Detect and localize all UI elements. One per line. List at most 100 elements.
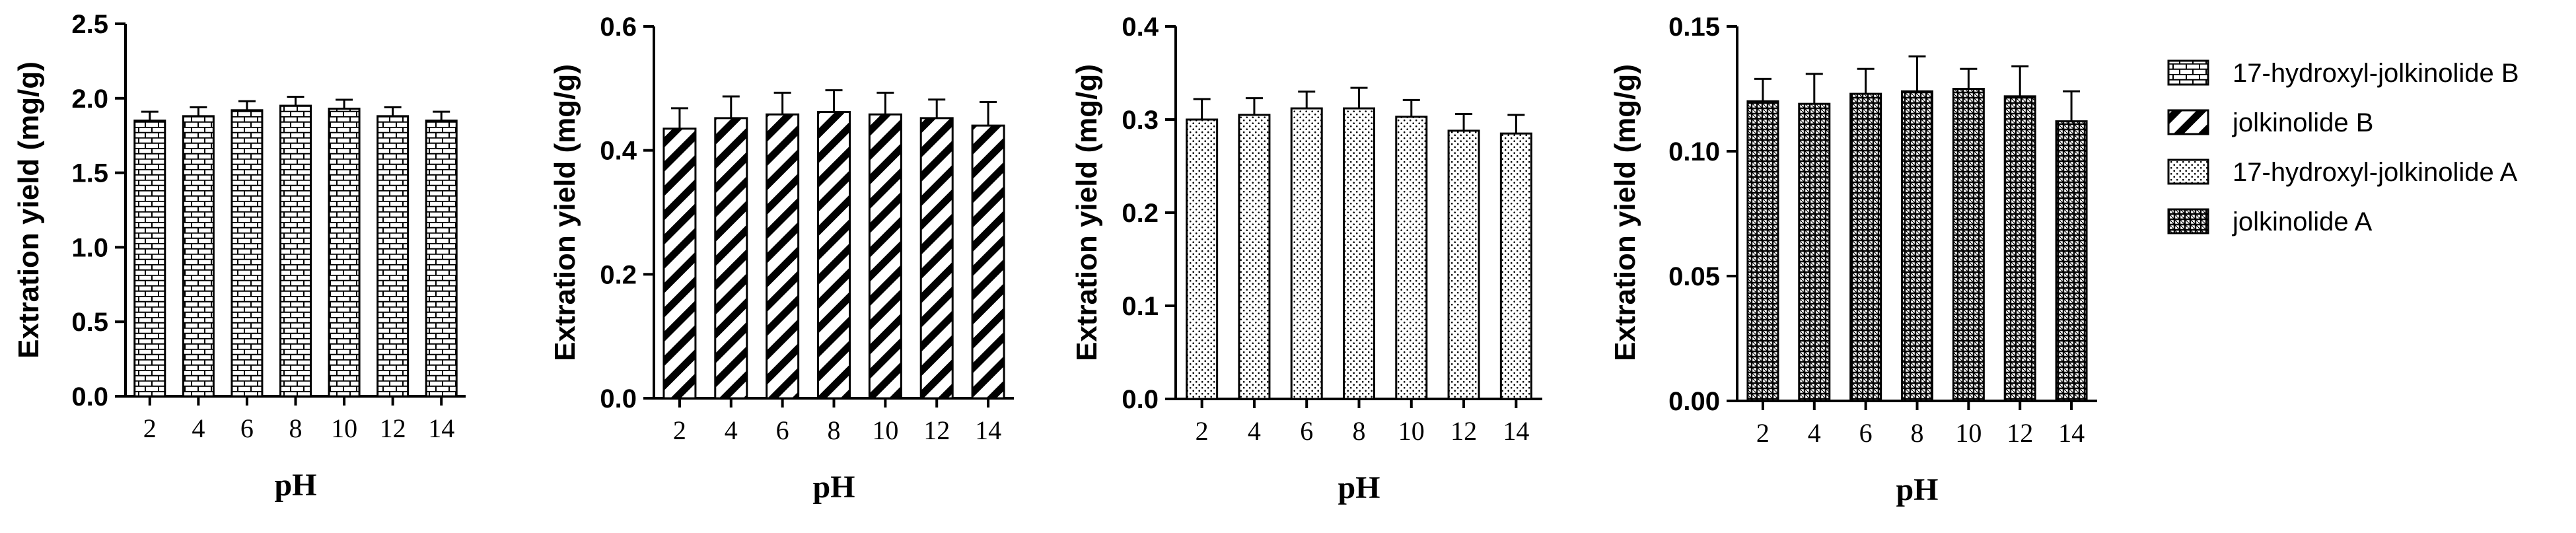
bar [1499, 132, 1532, 400]
bar [766, 113, 800, 400]
x-tick-label: 8 [289, 413, 303, 443]
chart-panel-ph-1: 0.0 0.5 1.0 1.5 2.0 2.5 2 4 6 8 10 12 14 Extration yi… [13, 10, 466, 503]
y-tick-label: 0.2 [1122, 199, 1159, 228]
y-tick-label: 0.4 [1122, 13, 1159, 42]
x-tick-label: 10 [872, 415, 898, 445]
legend-item: 17-hydroxyl-jolkinolide A [2167, 158, 2518, 187]
x-tick-label: 14 [1503, 416, 1529, 446]
bar [2003, 95, 2036, 402]
bar [1901, 90, 1933, 402]
bar [817, 110, 851, 400]
bar [1952, 88, 1985, 402]
x-tick-label: 10 [331, 413, 357, 443]
bar [919, 117, 954, 400]
legend-swatch-dots [2167, 159, 2209, 185]
y-tick-label: 0.15 [1668, 13, 1720, 42]
bar [868, 113, 902, 400]
x-tick-label: 8 [1353, 416, 1366, 446]
x-tick-label: 12 [380, 413, 406, 443]
y-tick-label: 2.0 [71, 85, 108, 114]
y-tick-label: 0.0 [1122, 385, 1159, 414]
x-tick-label: 2 [1756, 418, 1770, 448]
x-tick-label: 4 [1808, 418, 1821, 448]
x-tick-label: 8 [1911, 418, 1924, 448]
x-tick-label: 14 [428, 413, 454, 443]
legend-swatch-diagonal [2167, 109, 2209, 135]
x-tick-label: 10 [1398, 416, 1425, 446]
legend-item: jolkinolide B [2167, 108, 2373, 137]
bar [1746, 100, 1779, 402]
y-axis-title: Extration yield (mg/g) [1609, 64, 1641, 361]
x-tick-label: 2 [673, 415, 686, 445]
y-tick-label: 0.2 [600, 260, 637, 289]
x-axis-title: pH [274, 468, 316, 503]
bar [1798, 102, 1831, 402]
x-tick-label: 12 [1450, 416, 1477, 446]
bar [425, 120, 458, 398]
x-tick-label: 12 [923, 415, 950, 445]
legend-label: jolkinolide B [2232, 108, 2373, 137]
x-tick-label: 4 [1248, 416, 1261, 446]
y-tick-label: 0.6 [600, 13, 637, 42]
y-tick-label: 1.5 [71, 159, 108, 188]
y-tick-label: 0.00 [1668, 387, 1720, 416]
bar [133, 120, 166, 398]
bar [1849, 92, 1882, 402]
bar [714, 117, 748, 400]
bar [1447, 129, 1480, 400]
bar [1238, 114, 1271, 400]
y-axis-title: Extration yield (mg/g) [1071, 64, 1103, 361]
x-tick-label: 6 [240, 413, 254, 443]
x-tick-label: 14 [975, 415, 1001, 445]
legend-label: 17-hydroxyl-jolkinolide A [2233, 158, 2518, 187]
bar [1290, 107, 1323, 400]
bar [328, 108, 361, 398]
legend-item: 17-hydroxyl-jolkinolide B [2167, 59, 2519, 88]
x-tick-label: 2 [1196, 416, 1209, 446]
y-tick-label: 0.1 [1122, 292, 1159, 321]
y-tick-label: 0.10 [1668, 137, 1720, 166]
legend-swatch-dense [2167, 208, 2209, 234]
bar [376, 115, 410, 398]
bar [182, 115, 215, 398]
bar [1186, 118, 1219, 400]
bar [279, 104, 312, 398]
y-tick-label: 0.0 [600, 384, 637, 413]
legend-swatch-brick [2167, 59, 2209, 86]
legend-item: jolkinolide A [2167, 207, 2373, 236]
y-axis-title: Extration yield (mg/g) [13, 61, 45, 359]
y-tick-label: 1.0 [71, 233, 108, 262]
y-tick-label: 0.4 [600, 137, 637, 166]
x-axis-title: pH [1338, 470, 1380, 505]
x-tick-label: 10 [1955, 418, 1982, 448]
x-tick-label: 4 [192, 413, 205, 443]
x-axis-title: pH [1896, 472, 1938, 507]
x-tick-label: 14 [2058, 418, 2085, 448]
bar [662, 127, 697, 400]
chart-panel-ph-2: 0.0 0.2 0.4 0.6 2 4 6 8 10 12 14 Extration yield (m… [549, 13, 1014, 505]
y-tick-label: 2.5 [71, 10, 108, 39]
bar [2055, 120, 2088, 402]
y-axis-title: Extration yield (mg/g) [549, 64, 581, 361]
x-tick-label: 2 [143, 413, 157, 443]
legend-label: 17-hydroxyl-jolkinolide B [2233, 59, 2519, 88]
chart-panel-ph-3: 0.0 0.1 0.2 0.3 0.4 2 4 6 8 10 12 14 Extration yield… [1071, 13, 1542, 505]
legend: 17-hydroxyl-jolkinolide B jolkinolide B … [2167, 59, 2519, 236]
chart-panel-ph-4: 0.00 0.05 0.10 0.15 2 4 6 8 10 12 14 Extration yiel… [1609, 13, 2097, 507]
bar [1395, 116, 1428, 400]
bar [971, 124, 1005, 400]
bar [1343, 107, 1375, 400]
y-tick-label: 0.0 [71, 382, 108, 411]
x-tick-label: 8 [828, 415, 841, 445]
y-tick-label: 0.5 [71, 308, 108, 337]
y-tick-label: 0.05 [1668, 262, 1720, 291]
y-tick-label: 0.3 [1122, 106, 1159, 135]
x-tick-label: 4 [725, 415, 738, 445]
x-tick-label: 12 [2007, 418, 2033, 448]
x-tick-label: 6 [776, 415, 789, 445]
x-tick-label: 6 [1300, 416, 1313, 446]
x-tick-label: 6 [1859, 418, 1873, 448]
legend-label: jolkinolide A [2232, 207, 2373, 236]
bar [231, 109, 264, 398]
